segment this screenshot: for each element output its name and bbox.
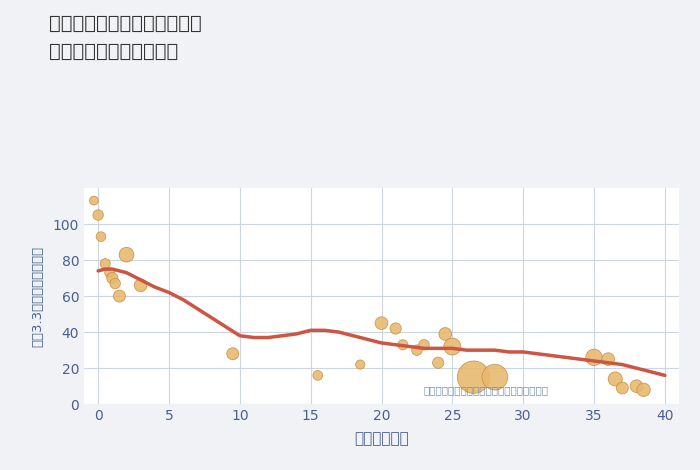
Point xyxy=(114,292,125,300)
Point xyxy=(412,346,423,354)
Point xyxy=(135,282,146,289)
Point xyxy=(390,325,401,332)
Point xyxy=(106,274,118,282)
Point xyxy=(355,361,366,368)
Point xyxy=(312,372,323,379)
Point xyxy=(617,384,628,392)
Point xyxy=(110,280,121,287)
Point xyxy=(631,383,642,390)
Point xyxy=(95,233,106,241)
Y-axis label: 坪（3.3㎡）単価（万円）: 坪（3.3㎡）単価（万円） xyxy=(32,245,44,347)
Point xyxy=(610,375,621,383)
Point xyxy=(447,343,458,350)
Point xyxy=(121,251,132,258)
Point xyxy=(440,330,451,337)
Point xyxy=(88,197,99,204)
Point xyxy=(99,260,111,267)
Point xyxy=(468,373,480,381)
Point xyxy=(397,341,408,349)
Point xyxy=(104,269,115,276)
Text: 福岡県北九州市門司区栄町の
築年数別中古戸建て価格: 福岡県北九州市門司区栄町の 築年数別中古戸建て価格 xyxy=(49,14,202,61)
Point xyxy=(433,359,444,367)
Point xyxy=(603,355,614,363)
Point xyxy=(227,350,238,358)
Point xyxy=(92,212,104,219)
X-axis label: 築年数（年）: 築年数（年） xyxy=(354,431,409,446)
Point xyxy=(376,320,387,327)
Point xyxy=(638,386,649,393)
Point xyxy=(589,353,600,361)
Point xyxy=(489,373,500,381)
Point xyxy=(419,341,430,349)
Text: 円の大きさは、取引のあった物件面積を示す: 円の大きさは、取引のあった物件面積を示す xyxy=(423,385,548,396)
